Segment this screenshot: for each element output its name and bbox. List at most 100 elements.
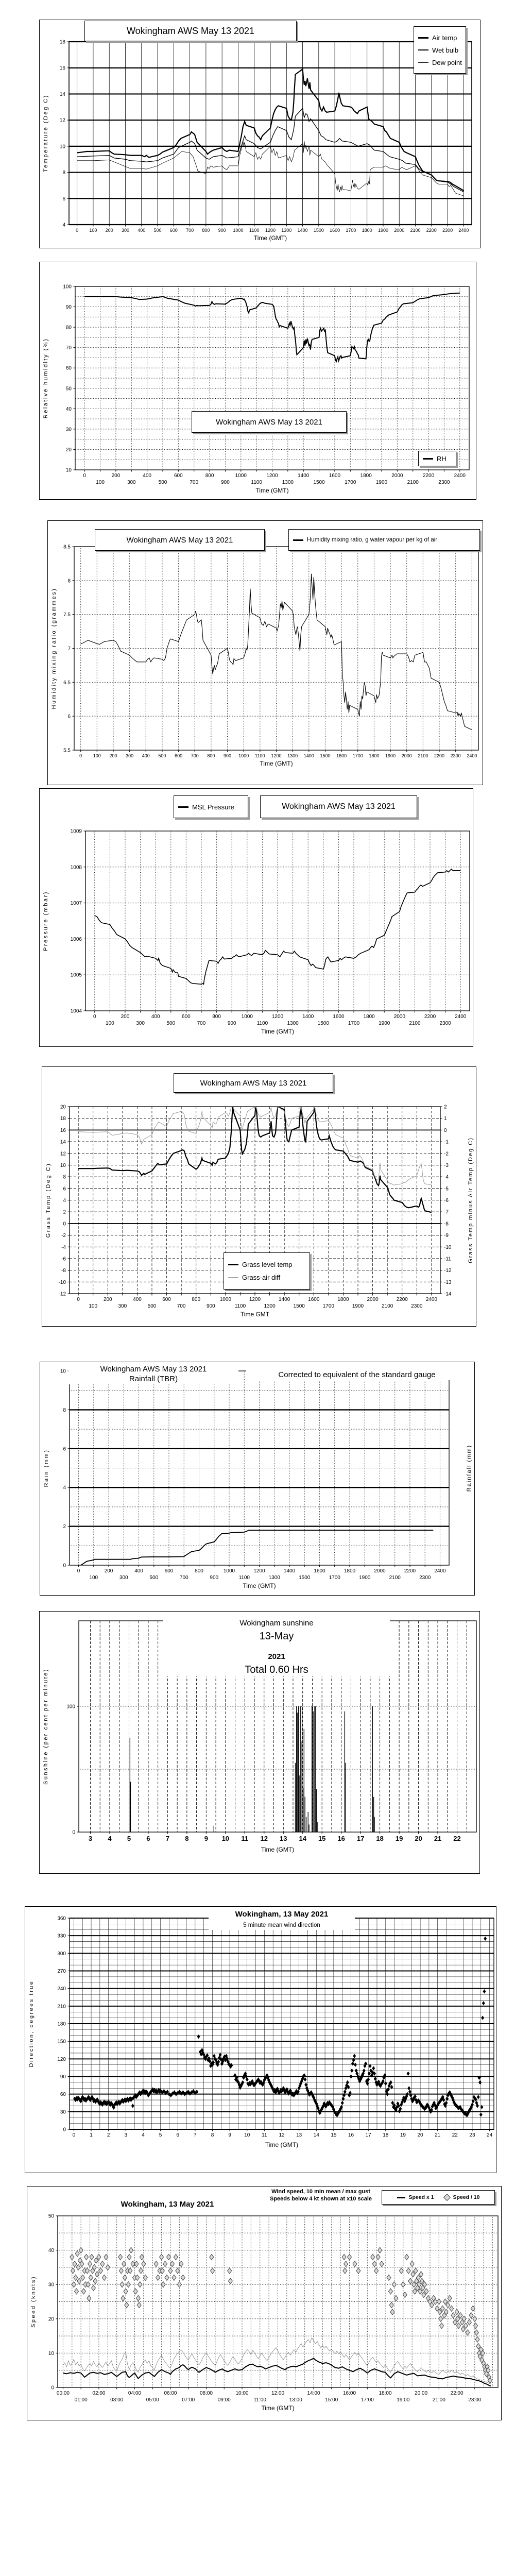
- svg-text:2: 2: [63, 1524, 66, 1530]
- svg-text:8: 8: [211, 2132, 214, 2138]
- chart-relative-humidity: Wokingham AWS May 13 2021 RH 0 200 400 600 8…: [39, 262, 476, 500]
- svg-text:14: 14: [314, 2132, 320, 2138]
- svg-text:200: 200: [112, 473, 121, 479]
- legend-item-wet-bulb: Wet bulb: [418, 46, 458, 54]
- svg-text:16: 16: [60, 1128, 66, 1133]
- svg-text:05:00: 05:00: [146, 2397, 159, 2403]
- chart-note-line1: Wind speed, 10 min mean / max gust: [271, 2189, 370, 2195]
- svg-text:2300: 2300: [438, 480, 450, 485]
- svg-text:0: 0: [51, 2385, 54, 2391]
- svg-text:9: 9: [228, 2132, 231, 2138]
- svg-text:1200: 1200: [271, 753, 281, 758]
- chart-title: Wokingham, 13 May 2021: [121, 2200, 214, 2209]
- svg-text:210: 210: [57, 2004, 66, 2009]
- svg-text:1500: 1500: [314, 228, 324, 233]
- air-temperature-plot: 0 100 200 300 400 500 600 700 800 900 1000 1100 1200…: [43, 40, 472, 242]
- svg-text:Time (GMT): Time (GMT): [265, 2141, 298, 2148]
- svg-text:11:00: 11:00: [254, 2397, 267, 2403]
- svg-text:8: 8: [185, 1835, 188, 1842]
- chart-legend: MSL Pressure: [174, 795, 248, 818]
- svg-text:-5: -5: [444, 1186, 449, 1192]
- svg-text:-2: -2: [444, 1151, 449, 1157]
- svg-text:300: 300: [119, 1575, 128, 1581]
- svg-text:0: 0: [79, 753, 82, 758]
- svg-text:2200: 2200: [434, 753, 444, 758]
- svg-text:12: 12: [60, 1151, 66, 1157]
- svg-text:900: 900: [218, 228, 226, 233]
- chart-rainfall: Wokingham AWS May 13 2021 Rainfall (TBR)…: [40, 1362, 475, 1596]
- wind-speed-plot: 00:00 02:00 04:00 06:00 08:00 10:00 12:00 14:00…: [30, 2214, 499, 2412]
- svg-text:1400: 1400: [298, 228, 308, 233]
- svg-text:0: 0: [77, 1297, 80, 1302]
- svg-text:2: 2: [107, 2132, 110, 2138]
- svg-text:-9: -9: [444, 1233, 449, 1239]
- svg-text:2200: 2200: [423, 473, 435, 479]
- svg-text:1400: 1400: [284, 1568, 296, 1574]
- svg-text:1400: 1400: [298, 473, 310, 479]
- line-marker-icon: [423, 457, 433, 460]
- svg-text:04:00: 04:00: [128, 2391, 141, 2396]
- svg-text:1500: 1500: [313, 480, 325, 485]
- svg-text:4: 4: [62, 223, 65, 228]
- svg-text:Time (GMT): Time (GMT): [261, 1028, 294, 1035]
- svg-text:900: 900: [210, 1575, 218, 1581]
- line-marker-icon: [418, 62, 428, 63]
- svg-text:3: 3: [89, 1835, 92, 1842]
- svg-text:800: 800: [212, 1014, 221, 1020]
- svg-text:1000: 1000: [238, 753, 249, 758]
- svg-text:14: 14: [60, 92, 66, 97]
- svg-text:1900: 1900: [359, 1575, 371, 1581]
- svg-text:15: 15: [318, 1835, 325, 1842]
- svg-text:17: 17: [366, 2132, 372, 2138]
- svg-text:1500: 1500: [320, 753, 330, 758]
- svg-text:19:00: 19:00: [397, 2397, 409, 2403]
- svg-text:1: 1: [90, 2132, 93, 2138]
- chart-msl-pressure: MSL Pressure Wokingham AWS May 13 2021 0…: [39, 788, 473, 1047]
- svg-text:1100: 1100: [257, 1021, 268, 1026]
- line-marker-icon: [293, 539, 303, 541]
- svg-text:16:00: 16:00: [343, 2391, 356, 2396]
- legend-label: Speed / 10: [453, 2194, 480, 2200]
- svg-text:Time (GMT): Time (GMT): [255, 487, 288, 494]
- svg-text:4: 4: [108, 1835, 112, 1842]
- svg-text:400: 400: [151, 1014, 160, 1020]
- svg-text:2: 2: [444, 1105, 447, 1110]
- svg-text:20: 20: [66, 447, 72, 453]
- svg-text:18: 18: [376, 1835, 383, 1842]
- svg-text:9: 9: [204, 1835, 208, 1842]
- chart-legend: Air temp Wet bulb Dew point: [414, 26, 466, 74]
- legend-label: RH: [437, 454, 447, 463]
- svg-text:13: 13: [280, 1835, 287, 1842]
- svg-text:2100: 2100: [382, 1303, 393, 1309]
- chart-title: Wokingham sunshine: [239, 1619, 314, 1628]
- svg-text:2000: 2000: [367, 1297, 379, 1302]
- svg-text:-13: -13: [444, 1280, 452, 1285]
- svg-text:-1: -1: [444, 1140, 449, 1145]
- svg-text:0: 0: [63, 2127, 66, 2133]
- svg-text:1500: 1500: [318, 1021, 330, 1026]
- svg-text:-3: -3: [444, 1163, 449, 1168]
- chart-subtitle: Rainfall (TBR): [129, 1374, 178, 1383]
- chart-title-box: Wokingham AWS May 13 2021: [95, 529, 265, 551]
- svg-text:2: 2: [63, 1210, 66, 1215]
- chart-title-box: Wokingham AWS May 13 2021: [260, 795, 417, 818]
- chart-title: Wokingham AWS May 13 2021: [126, 535, 233, 545]
- svg-text:700: 700: [197, 1021, 206, 1026]
- series-1: [63, 2358, 491, 2387]
- svg-text:5.5: 5.5: [63, 748, 71, 754]
- svg-text:-4: -4: [61, 1245, 66, 1250]
- chart-wind-speed: Wokingham, 13 May 2021 Wind speed, 10 mi…: [27, 2186, 502, 2420]
- svg-text:900: 900: [221, 480, 230, 485]
- svg-text:2300: 2300: [440, 1021, 452, 1026]
- svg-text:22:00: 22:00: [451, 2391, 464, 2396]
- svg-text:100: 100: [96, 480, 105, 485]
- svg-text:1600: 1600: [314, 1568, 325, 1574]
- chart-title: Wokingham AWS May 13 2021: [216, 417, 322, 427]
- svg-text:1200: 1200: [266, 473, 278, 479]
- svg-text:10:00: 10:00: [235, 2391, 248, 2396]
- svg-text:20: 20: [60, 1105, 66, 1110]
- svg-text:21: 21: [434, 1835, 441, 1842]
- svg-text:600: 600: [182, 1014, 191, 1020]
- svg-text:1800: 1800: [337, 1297, 349, 1302]
- legend-item-grass-air-diff: Grass-air diff: [228, 1274, 280, 1281]
